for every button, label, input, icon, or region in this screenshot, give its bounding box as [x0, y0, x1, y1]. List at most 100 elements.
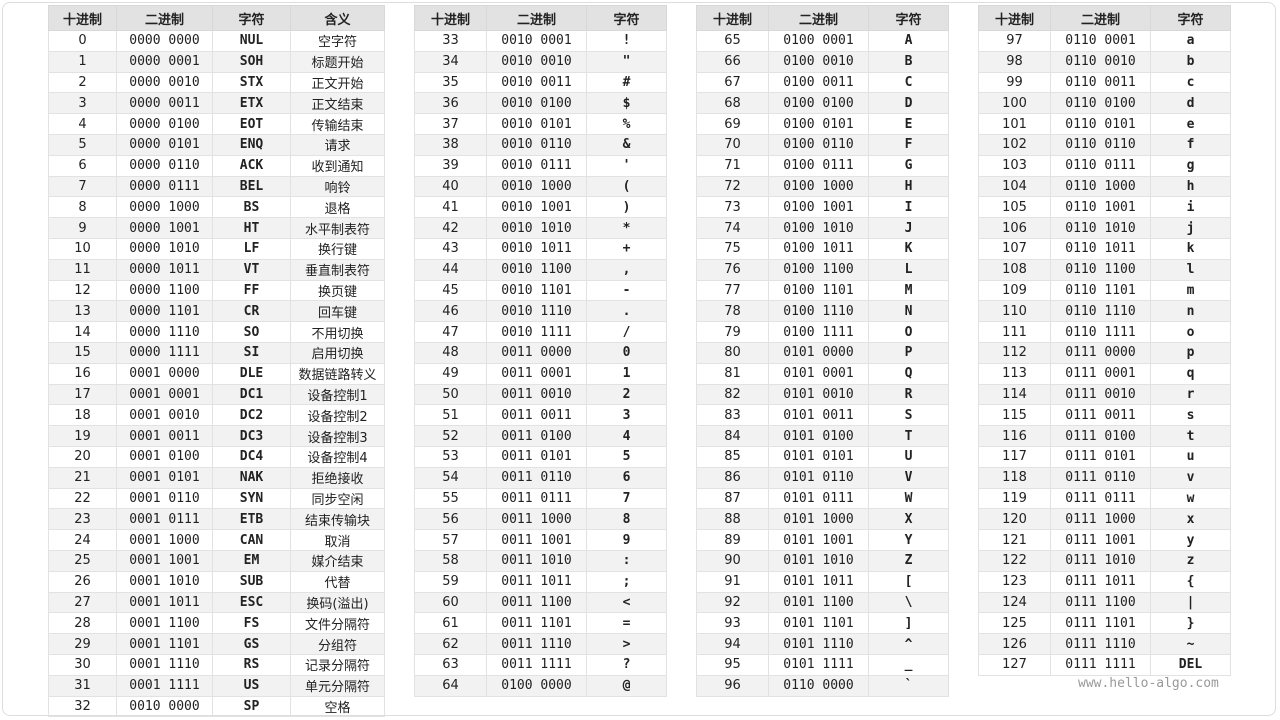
table-row: 61 0011 1101 = — [414, 612, 667, 635]
table-row: 43 0010 1011 + — [414, 237, 667, 260]
cell-bin: 0111 1111 — [1050, 653, 1151, 676]
cell-bin: 0111 0101 — [1050, 445, 1151, 468]
cell-chr: u — [1150, 445, 1231, 468]
cell-chr: D — [868, 92, 949, 115]
cell-mean: 设备控制4 — [290, 445, 385, 468]
cell-bin: 0111 0011 — [1050, 404, 1151, 427]
table-row: 127 0111 1111 DEL — [978, 653, 1231, 676]
table-row: 91 0101 1011[ — [696, 570, 949, 593]
cell-bin: 0011 0010 — [486, 383, 587, 406]
cell-dec: 86 — [696, 466, 769, 489]
table-row: 100 0110 0100 d — [978, 92, 1231, 115]
table-row: 54 0011 0110 6 — [414, 466, 667, 489]
cell-dec: 10 — [48, 237, 117, 260]
cell-bin: 0110 0101 — [1050, 113, 1151, 135]
cell-dec: 103 — [978, 154, 1051, 177]
cell-bin: 0101 1101 — [768, 612, 869, 635]
cell-chr: T — [868, 425, 949, 447]
cell-chr: } — [1150, 612, 1231, 635]
cell-mean: 单元分隔符 — [290, 674, 385, 697]
table-row: 5 0000 0101 ENQ 请求 — [48, 133, 385, 156]
cell-dec: 6 — [48, 154, 117, 177]
cell-chr: + — [586, 237, 667, 260]
cell-chr: : — [586, 549, 667, 572]
table-row: 92 0101 1100 \ — [696, 591, 949, 614]
cell-chr: ^ — [868, 633, 949, 655]
cell-dec: 7 — [48, 175, 117, 198]
cell-dec: 117 — [978, 445, 1051, 468]
table-row: 8 0000 1000 BS 退格 — [48, 196, 385, 219]
cell-dec: 39 — [414, 154, 487, 177]
cell-bin: 0011 1011 — [486, 570, 587, 593]
cell-bin: 0001 1100 — [116, 612, 213, 635]
table-row: 97 0110 0001 a — [978, 30, 1231, 52]
cell-dec: 93 — [696, 612, 769, 635]
cell-dec: 38 — [414, 133, 487, 156]
cell-chr: STX — [212, 71, 291, 94]
cell-dec: 20 — [48, 445, 117, 468]
cell-dec: 120 — [978, 508, 1051, 531]
cell-dec: 47 — [414, 321, 487, 343]
cell-bin: 0010 1100 — [486, 258, 587, 281]
table-row: 52 0011 0100 4 — [414, 425, 667, 447]
cell-bin: 0100 0001 — [768, 30, 869, 52]
cell-bin: 0101 0101 — [768, 445, 869, 468]
header-row: 十进制 二进制 字符 — [414, 5, 667, 31]
cell-dec: 73 — [696, 196, 769, 219]
cell-bin: 0010 1011 — [486, 237, 587, 260]
cell-bin: 0111 0001 — [1050, 362, 1151, 385]
table-row: 6 0000 0110 ACK 收到通知 — [48, 154, 385, 177]
cell-dec: 34 — [414, 50, 487, 73]
cell-chr: ) — [586, 196, 667, 219]
cell-chr: . — [586, 300, 667, 323]
table-row: 10 0000 1010 LF 换行键 — [48, 237, 385, 260]
cell-bin: 0001 1010 — [116, 570, 213, 593]
table-row: 86 0101 0110 V — [696, 466, 949, 489]
cell-chr: p — [1150, 341, 1231, 364]
table-row: 78 0100 1110 N — [696, 300, 949, 323]
cell-dec: 11 — [48, 258, 117, 281]
cell-bin: 0010 1111 — [486, 321, 587, 343]
cell-mean: 回车键 — [290, 300, 385, 323]
cell-bin: 0110 1101 — [1050, 279, 1151, 302]
cell-chr: ' — [586, 154, 667, 177]
cell-chr: SO — [212, 321, 291, 343]
cell-chr: 5 — [586, 445, 667, 468]
cell-mean: 分组符 — [290, 633, 385, 655]
cell-dec: 55 — [414, 487, 487, 510]
cell-chr: 1 — [586, 362, 667, 385]
table-row: 66 0100 0010 B — [696, 50, 949, 73]
table-row: 107 0110 1011 k — [978, 237, 1231, 260]
cell-bin: 0111 0111 — [1050, 487, 1151, 510]
cell-bin: 0101 1111 — [768, 653, 869, 676]
cell-dec: 58 — [414, 549, 487, 572]
cell-chr: V — [868, 466, 949, 489]
cell-chr: { — [1150, 570, 1231, 593]
cell-bin: 0111 1011 — [1050, 570, 1151, 593]
table-row: 2 0000 0010 STX 正文开始 — [48, 71, 385, 94]
cell-dec: 121 — [978, 529, 1051, 551]
cell-chr: # — [586, 71, 667, 94]
cell-chr: K — [868, 237, 949, 260]
cell-bin: 0100 0111 — [768, 154, 869, 177]
table-row: 19 0001 0011 DC3 设备控制3 — [48, 425, 385, 447]
table-row: 96 0110 0000 ` — [696, 674, 949, 697]
table-row: 112 0111 0000 p — [978, 341, 1231, 364]
cell-bin: 0110 0100 — [1050, 92, 1151, 115]
cell-dec: 106 — [978, 217, 1051, 239]
cell-bin: 0111 1010 — [1050, 549, 1151, 572]
table-row: 30 0001 1110 RS 记录分隔符 — [48, 653, 385, 676]
cell-bin: 0001 1111 — [116, 674, 213, 697]
cell-dec: 107 — [978, 237, 1051, 260]
cell-dec: 5 — [48, 133, 117, 156]
cell-chr: $ — [586, 92, 667, 115]
cell-bin: 0110 0011 — [1050, 71, 1151, 94]
cell-chr: / — [586, 321, 667, 343]
column-header: 十进制 — [978, 5, 1051, 31]
cell-dec: 64 — [414, 674, 487, 697]
cell-bin: 0011 0110 — [486, 466, 587, 489]
table-row: 13 0000 1101 CR 回车键 — [48, 300, 385, 323]
cell-chr: SUB — [212, 570, 291, 593]
cell-chr: - — [586, 279, 667, 302]
